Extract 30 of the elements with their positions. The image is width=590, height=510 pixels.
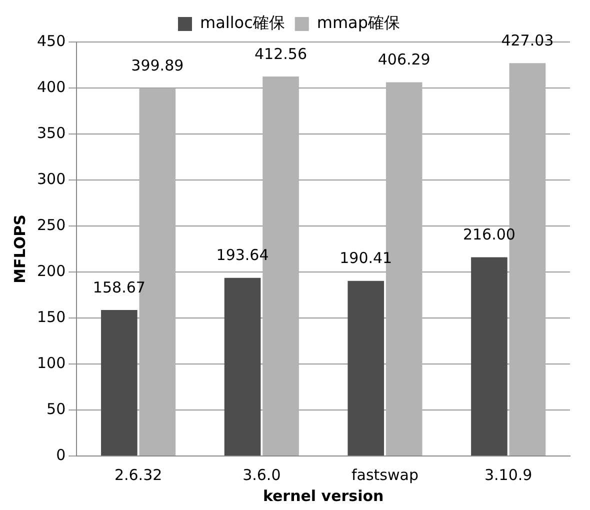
y-tick-label: 0 <box>56 446 66 464</box>
y-tick-label: 300 <box>36 170 66 188</box>
y-tick-label: 200 <box>36 262 66 280</box>
data-label: 399.89 <box>131 56 184 74</box>
y-tick-label: 450 <box>36 32 66 50</box>
y-tick-label: 100 <box>36 354 66 372</box>
bar <box>471 257 508 456</box>
x-axis-title: kernel version <box>262 486 384 505</box>
x-tick-label: 3.6.0 <box>242 466 281 484</box>
x-tick-label: 3.10.9 <box>484 466 532 484</box>
y-tick-label: 350 <box>36 124 66 142</box>
data-label: 412.56 <box>254 44 308 63</box>
legend-label: mmap確保 <box>316 13 400 32</box>
y-tick-label: 400 <box>36 78 66 96</box>
data-label: 216.00 <box>462 226 516 244</box>
y-tick-label: 50 <box>46 400 66 418</box>
data-label: 158.67 <box>92 278 146 296</box>
y-tick-label: 150 <box>36 308 66 326</box>
data-label: 190.41 <box>340 249 392 268</box>
x-tick-label: 2.6.32 <box>114 466 162 484</box>
data-label: 193.64 <box>216 246 269 264</box>
y-tick-label: 250 <box>36 216 66 234</box>
legend-label: malloc確保 <box>200 13 285 32</box>
data-label: 406.29 <box>378 50 430 69</box>
data-label: 427.03 <box>501 32 554 50</box>
bar <box>348 280 384 456</box>
y-axis-title: MFLOPS <box>10 214 29 284</box>
bar <box>224 278 261 456</box>
bar <box>101 310 138 456</box>
x-tick-label: fastswap <box>352 466 418 484</box>
